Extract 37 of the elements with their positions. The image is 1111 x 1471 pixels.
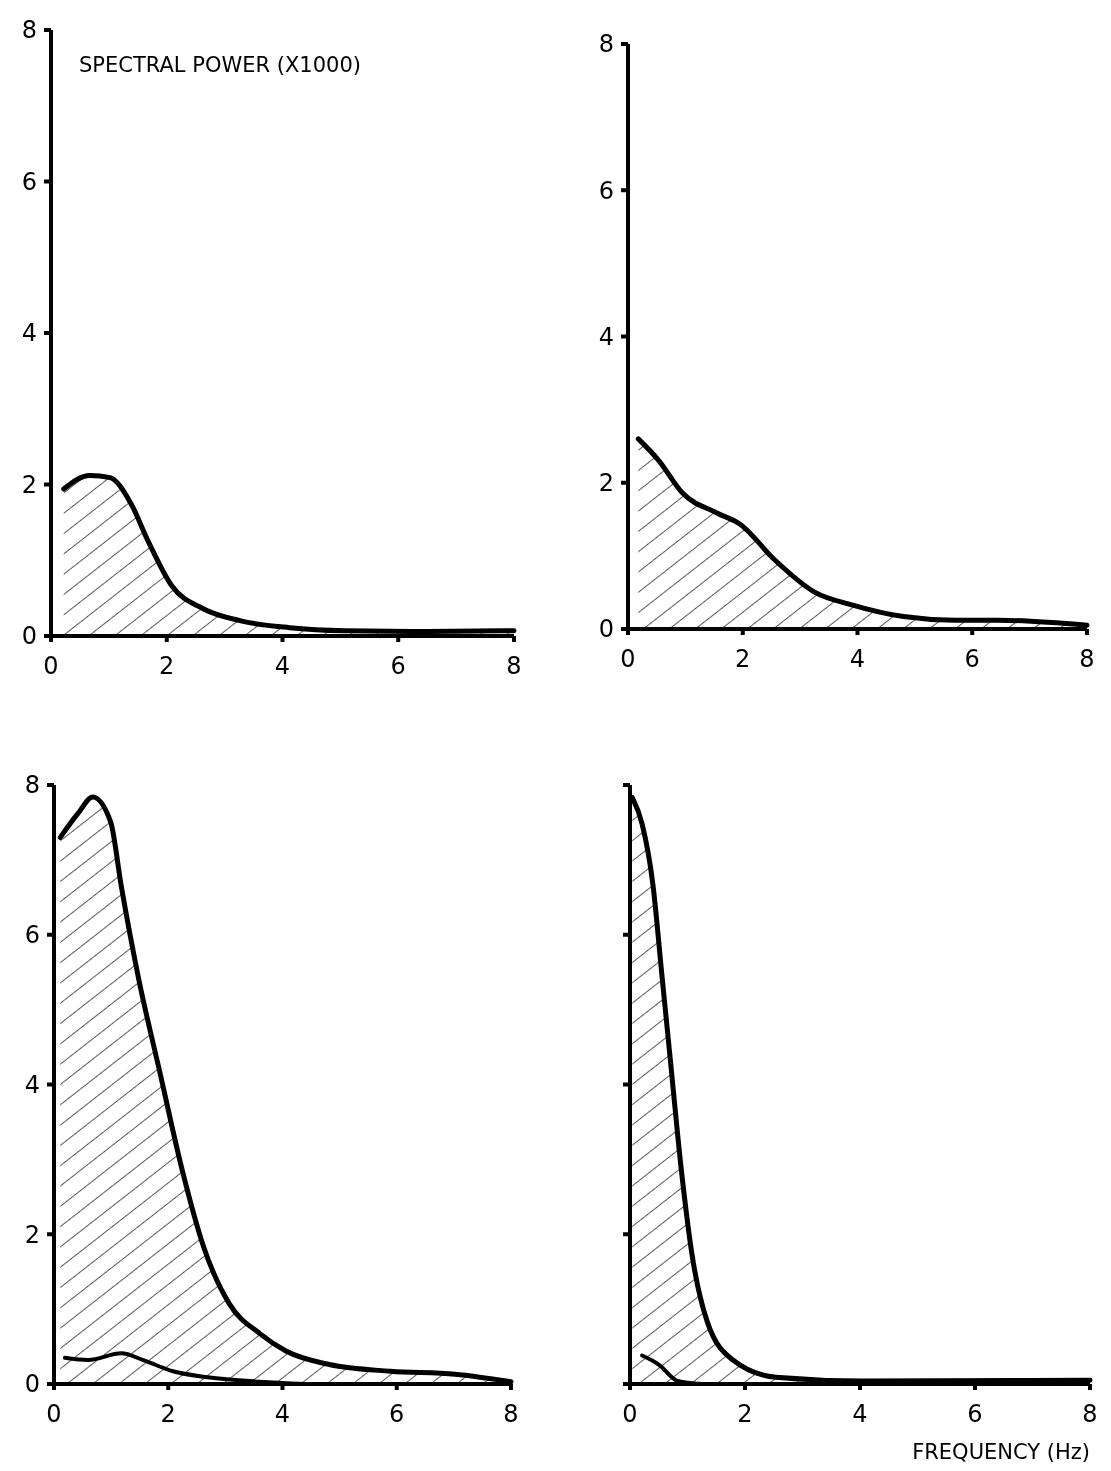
x-tick-label: 2 [737, 1400, 753, 1428]
x-tick-label: 2 [159, 652, 175, 680]
y-tick-label: 0 [24, 1370, 40, 1399]
x-tick-label: 0 [43, 652, 59, 680]
y-tick-label: 0 [598, 615, 614, 644]
x-tick-label: 6 [389, 1400, 405, 1428]
y-tick-label: 2 [598, 469, 614, 498]
y-tick-label: 4 [21, 319, 37, 348]
x-tick-label: 8 [1082, 1400, 1098, 1428]
y-tick-label: 8 [21, 16, 37, 45]
x-tick-label: 4 [849, 645, 866, 673]
x-tick-label: 0 [46, 1400, 62, 1428]
y-tick-label: 0 [21, 622, 37, 651]
x-tick-label: 8 [1079, 645, 1095, 673]
y-tick-label: 6 [598, 176, 614, 205]
y-tick-label: 8 [598, 30, 614, 59]
x-tick-label: 6 [964, 645, 980, 673]
x-tick-label: 2 [160, 1400, 176, 1428]
x-tick-label: 4 [274, 1400, 291, 1428]
x-tick-label: 0 [620, 645, 636, 673]
y-tick-label: 4 [598, 322, 614, 351]
x-tick-label: 8 [503, 1400, 519, 1428]
x-tick-label: 6 [967, 1400, 983, 1428]
y-tick-label: 8 [24, 771, 40, 800]
y-tick-label: 2 [21, 470, 37, 499]
y-tick-label: 6 [21, 167, 37, 196]
y-tick-label: 6 [24, 921, 40, 950]
y-tick-label: 2 [24, 1220, 40, 1249]
y-tick-label: 4 [24, 1070, 40, 1099]
x-axis-title: FREQUENCY (Hz) [912, 1440, 1090, 1464]
x-tick-label: 4 [852, 1400, 868, 1428]
x-tick-label: 4 [274, 652, 291, 680]
x-tick-label: 8 [506, 652, 522, 680]
x-tick-label: 0 [622, 1400, 638, 1428]
x-tick-label: 6 [390, 652, 406, 680]
x-tick-label: 2 [735, 645, 751, 673]
y-axis-title: SPECTRAL POWER (X1000) [79, 53, 361, 77]
